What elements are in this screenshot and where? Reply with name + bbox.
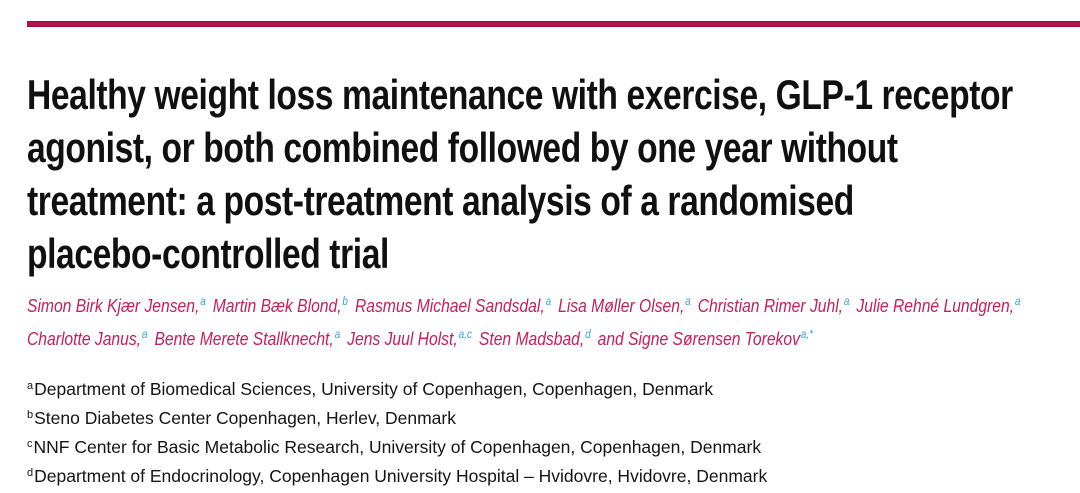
affiliation-superscript: b	[27, 409, 34, 421]
author: and Signe Sørensen Torekova,*	[598, 329, 820, 349]
affiliation-text: Steno Diabetes Center Copenhagen, Herlev…	[34, 408, 456, 428]
affiliation: dDepartment of Endocrinology, Copenhagen…	[27, 463, 1027, 492]
author-affiliation-superscript: a	[843, 296, 850, 308]
affiliation-superscript: d	[27, 467, 34, 479]
author-affiliation-superscript: a	[334, 329, 341, 341]
author-name: Martin Bæk Blond,	[212, 296, 342, 316]
affiliation: cNNF Center for Basic Metabolic Research…	[27, 434, 1027, 463]
author-name: Jens Juul Holst,	[347, 329, 458, 349]
author: Lisa Møller Olsen,a	[558, 296, 698, 316]
article-title-line: Healthy weight loss maintenance with exe…	[27, 71, 1013, 118]
author-list: Simon Birk Kjær Jensen,a Martin Bæk Blond…	[27, 291, 1080, 357]
author-affiliation-superscript: a	[1014, 296, 1021, 308]
author: Martin Bæk Blond,b	[213, 296, 355, 316]
author-list-line: Charlotte Janus,a Bente Merete Stallknech…	[27, 324, 1080, 357]
author-list-line: Simon Birk Kjær Jensen,a Martin Bæk Blond…	[27, 291, 1080, 324]
author: Julie Rehné Lundgren,a	[856, 296, 1027, 316]
affiliation-superscript: a	[27, 380, 34, 392]
author-name: and Signe Sørensen Torekov	[597, 329, 800, 349]
author-affiliation-superscript: a	[141, 329, 148, 341]
article-title-line: placebo-controlled trial	[27, 230, 389, 277]
author-affiliation-superscript: a,c	[458, 329, 472, 341]
author-affiliation-superscript: a	[545, 296, 552, 308]
author: Christian Rimer Juhl,a	[698, 296, 857, 316]
author: Jens Juul Holst,a,c	[347, 329, 479, 349]
affiliation-list: aDepartment of Biomedical Sciences, Univ…	[27, 376, 1027, 492]
author-name: Bente Merete Stallknecht,	[154, 329, 334, 349]
author-affiliation-superscript: b	[342, 296, 348, 308]
author-name: Sten Madsbad,	[478, 329, 585, 349]
affiliation-text: NNF Center for Basic Metabolic Research,…	[33, 437, 762, 457]
author-affiliation-superscript: a	[685, 296, 691, 308]
affiliation-superscript: c	[27, 438, 33, 450]
author-affiliation-superscript: a	[200, 296, 206, 308]
author: Simon Birk Kjær Jensen,a	[27, 296, 213, 316]
author-affiliation-superscript: a,*	[800, 329, 814, 341]
affiliation-text: Department of Endocrinology, Copenhagen …	[34, 466, 768, 486]
author-name: Simon Birk Kjær Jensen,	[27, 296, 200, 316]
affiliation: aDepartment of Biomedical Sciences, Univ…	[27, 376, 1027, 405]
affiliation-text: Department of Biomedical Sciences, Unive…	[34, 379, 714, 399]
author-name: Charlotte Janus,	[27, 329, 142, 349]
article-title-line: agonist, or both combined followed by on…	[27, 124, 898, 171]
affiliation: bSteno Diabetes Center Copenhagen, Herle…	[27, 405, 1027, 434]
author-name: Rasmus Michael Sandsdal,	[354, 296, 545, 316]
article-title-line: treatment: a post-treatment analysis of …	[27, 177, 854, 224]
journal-brand-rule	[27, 21, 1080, 27]
author-name: Julie Rehné Lundgren,	[856, 296, 1015, 316]
author-affiliation-superscript: d	[585, 329, 591, 341]
author: Rasmus Michael Sandsdal,a	[355, 296, 558, 316]
article-title: Healthy weight loss maintenance with exe…	[27, 68, 1080, 280]
author: Bente Merete Stallknecht,a	[154, 329, 347, 349]
author: Charlotte Janus,a	[27, 329, 154, 349]
author-name: Christian Rimer Juhl,	[697, 296, 844, 316]
author-name: Lisa Møller Olsen,	[558, 296, 685, 316]
author: Sten Madsbad,d	[479, 329, 598, 349]
